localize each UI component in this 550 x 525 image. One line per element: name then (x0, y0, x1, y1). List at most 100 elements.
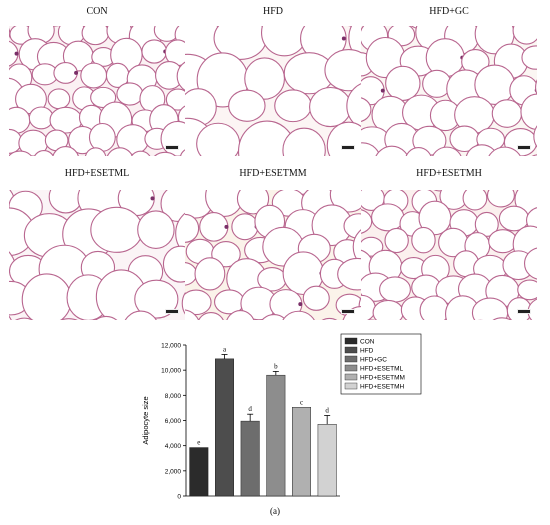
adipocyte (465, 144, 498, 156)
scale-bar (165, 145, 179, 150)
adipocyte (199, 212, 229, 242)
adipocyte (361, 142, 381, 156)
significance-letter: d (248, 405, 252, 413)
legend-swatch (344, 355, 358, 363)
adipocyte (375, 145, 409, 156)
adipocyte (84, 147, 107, 156)
legend-swatch (344, 337, 358, 345)
adipocyte (47, 88, 71, 110)
bars: e a d b c d (189, 345, 337, 497)
adipocyte (261, 313, 287, 320)
y-tick-label: 4,000 (165, 443, 182, 450)
adipocyte (244, 57, 285, 100)
adipocyte (231, 213, 259, 241)
tissue-texture (185, 26, 361, 156)
adipocyte (185, 213, 200, 243)
legend-label: HFD+ESETML (360, 366, 404, 373)
adipocyte (141, 39, 168, 64)
adipocyte (80, 62, 108, 89)
adipocyte (165, 88, 185, 111)
adipocyte (21, 273, 72, 320)
scale-bar (341, 309, 355, 314)
adipocyte (28, 106, 54, 130)
tissue-texture (361, 26, 537, 156)
tissue-texture (361, 190, 537, 320)
adipocyte (492, 317, 512, 320)
y-tick-label: 2,000 (165, 468, 182, 475)
adipocyte (385, 65, 421, 101)
y-axis: 0 2,000 4,000 6,000 8,000 10,000 12,000 Adipocy… (141, 343, 340, 501)
legend-label: CON (360, 339, 375, 346)
adipocyte (474, 211, 499, 237)
panel-label-hfd-gc: HFD+GC (429, 6, 469, 17)
adipocyte (411, 226, 436, 254)
adipocyte (531, 154, 537, 156)
adipocyte (462, 190, 488, 211)
adipocyte (524, 247, 537, 280)
bar-hfd-esetmm (292, 407, 311, 497)
scale-bar (517, 145, 531, 150)
significance-letter: e (197, 439, 200, 447)
adipocyte (491, 99, 523, 128)
panel-label-con: CON (86, 6, 108, 17)
y-tick-label: 6,000 (165, 418, 182, 425)
adipocyte (432, 146, 462, 156)
significance-letter: b (274, 362, 278, 370)
adipocyte (160, 190, 185, 223)
legend-swatch (344, 364, 358, 372)
adipocyte (324, 49, 361, 92)
significance-letter: d (325, 406, 329, 414)
adipocyte (9, 150, 33, 156)
micrograph-hfd-esetmh (361, 190, 537, 320)
adipocyte (384, 227, 409, 254)
bar-hfd-esetmh (317, 424, 337, 497)
legend-swatch (344, 382, 358, 390)
adipocyte (282, 310, 315, 320)
adipocyte (134, 279, 179, 319)
adipocyte (309, 86, 352, 128)
micrograph-hfd-esetml (9, 190, 185, 320)
adipocyte (361, 97, 372, 122)
adipocyte (512, 26, 537, 45)
scale-bar (341, 145, 355, 150)
nucleus (74, 70, 79, 75)
adipocyte (379, 276, 411, 303)
y-tick-label: 0 (177, 494, 181, 501)
adipocyte (520, 93, 537, 131)
adipocyte (371, 203, 405, 232)
adipocyte (124, 310, 157, 320)
legend-swatch (344, 373, 358, 381)
adipocyte (130, 150, 151, 156)
significance-letter: c (300, 398, 303, 406)
adipocyte (405, 147, 432, 156)
adipocyte (337, 257, 361, 291)
adipocyte (9, 315, 12, 320)
bar-con (189, 447, 209, 497)
tissue-texture (185, 190, 361, 320)
adipocyte (302, 285, 330, 311)
adipocyte (419, 295, 450, 320)
adipocyte (180, 149, 185, 156)
adipocyte (116, 82, 144, 106)
legend-swatch (344, 346, 358, 354)
adipocyte (137, 210, 175, 249)
adipocyte (372, 299, 404, 320)
nucleus (380, 88, 385, 93)
y-tick-label: 10,000 (161, 368, 181, 375)
adipocyte (194, 257, 226, 291)
bar-hfd (215, 358, 234, 497)
adipocyte (361, 236, 384, 257)
adipocyte (535, 79, 537, 96)
panel-label-hfd-esetmh: HFD+ESETMH (416, 168, 482, 179)
tissue-texture (9, 26, 185, 156)
adipocyte (352, 229, 361, 265)
adipocyte (15, 317, 34, 320)
adipocyte (176, 61, 185, 91)
adipocyte (81, 26, 110, 46)
adipocyte (274, 89, 312, 123)
adipocyte (488, 146, 521, 156)
adipocyte (88, 122, 116, 152)
adipocyte (321, 317, 338, 320)
adipocyte (90, 206, 143, 253)
significance-letter: a (223, 345, 227, 353)
